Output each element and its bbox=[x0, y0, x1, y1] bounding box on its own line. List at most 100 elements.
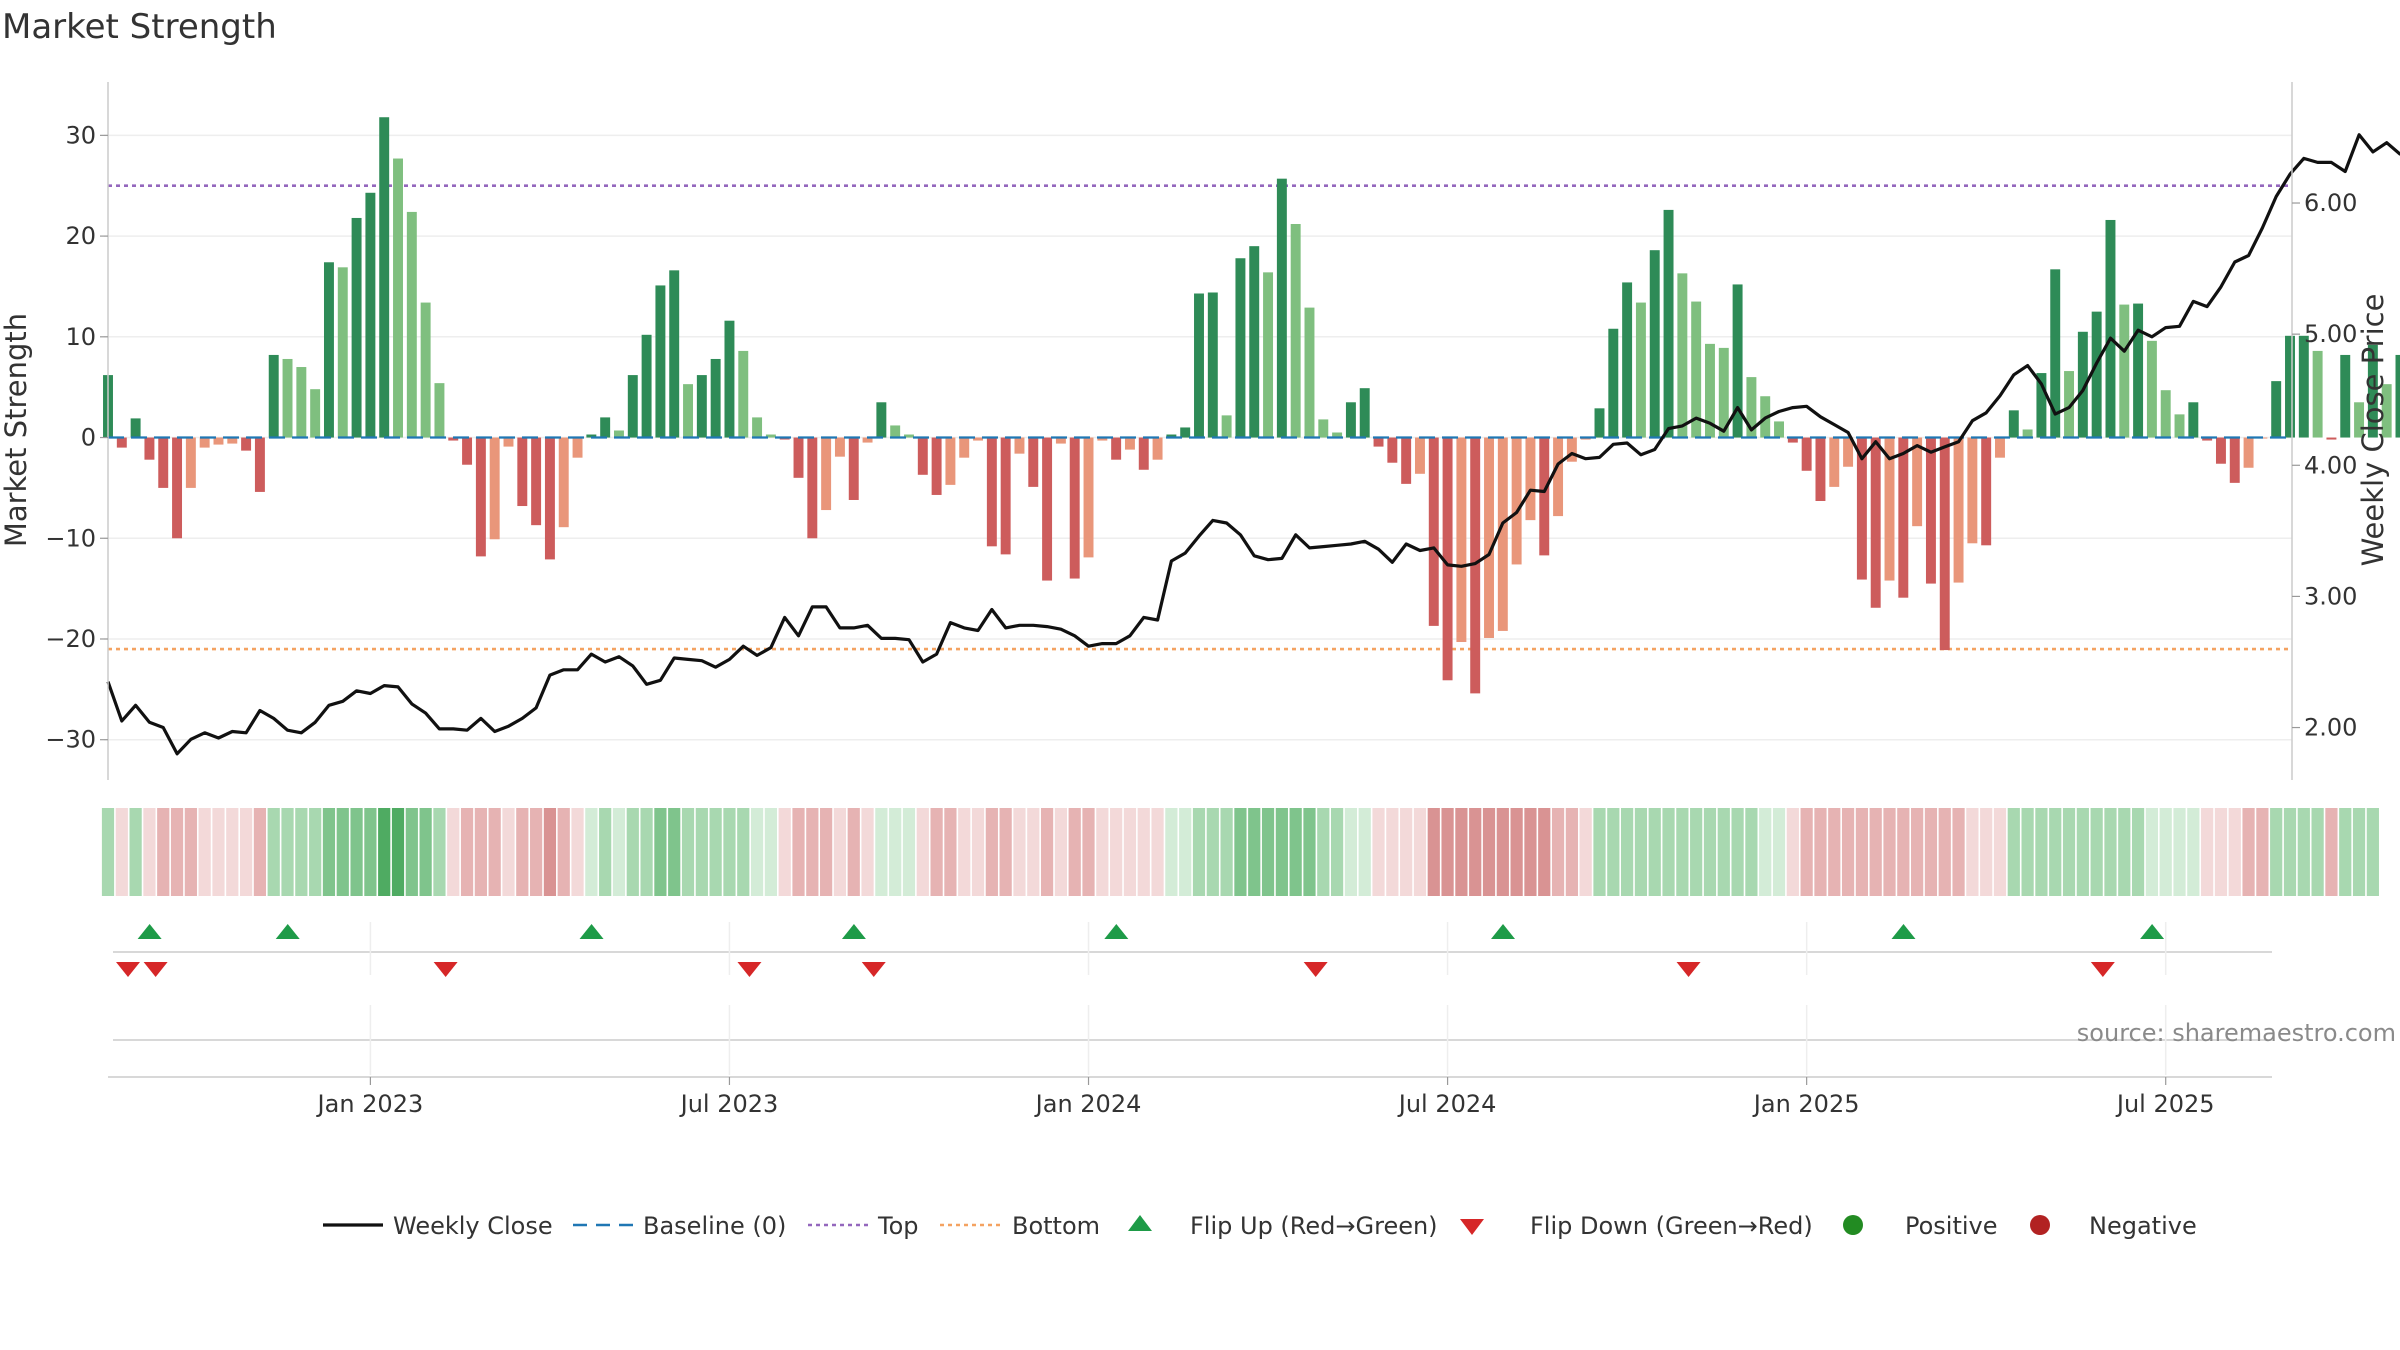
strength-bar bbox=[1870, 437, 1881, 608]
strength-bar bbox=[296, 367, 307, 438]
strength-bar bbox=[1332, 432, 1343, 438]
legend-label: Weekly Close bbox=[393, 1212, 553, 1240]
strip-cell bbox=[226, 808, 239, 896]
strength-bar bbox=[517, 437, 528, 507]
strip-cell bbox=[2256, 808, 2269, 896]
strip-cell bbox=[1966, 808, 1979, 896]
strength-bar bbox=[2243, 437, 2254, 468]
strip-cell bbox=[626, 808, 639, 896]
strip-cell bbox=[157, 808, 170, 896]
strip-cell bbox=[1192, 808, 1206, 896]
strength-bar bbox=[1166, 434, 1177, 438]
strength-bar bbox=[1843, 437, 1854, 467]
strip-cell bbox=[1607, 808, 1620, 896]
strip-cell bbox=[1593, 808, 1606, 896]
legend: Weekly Close Baseline (0) Top Bottom Flip Up… bbox=[323, 1212, 2197, 1240]
strength-bar bbox=[973, 437, 984, 441]
strip-cell bbox=[930, 808, 943, 896]
flip-down-marker bbox=[1303, 962, 1328, 977]
legend-item: Flip Up (Red→Green) bbox=[1128, 1212, 1438, 1240]
legend-label: Negative bbox=[2089, 1212, 2197, 1240]
right-tick-label: 3.00 bbox=[2304, 582, 2357, 610]
strength-bar bbox=[710, 358, 721, 438]
strength-bar bbox=[2119, 304, 2130, 438]
strength-bar bbox=[1856, 437, 1867, 580]
strength-bar bbox=[1263, 272, 1274, 438]
strength-bar bbox=[1774, 421, 1784, 438]
strength-bar bbox=[158, 437, 169, 488]
strength-bar bbox=[1981, 437, 1992, 546]
strength-bar bbox=[2036, 373, 2047, 438]
strength-bar bbox=[931, 437, 942, 495]
strength-bar bbox=[1829, 437, 1840, 487]
strength-bar bbox=[2298, 335, 2309, 438]
strength-bar bbox=[1594, 408, 1605, 438]
strip-cell bbox=[2062, 808, 2076, 896]
strip-cell bbox=[875, 808, 888, 896]
strip-cell bbox=[612, 808, 626, 896]
strip-cell bbox=[1786, 808, 1799, 896]
strength-bar bbox=[420, 302, 431, 438]
strip-cell bbox=[253, 808, 267, 896]
strip-cell bbox=[1040, 808, 1054, 896]
left-tick-label: −10 bbox=[45, 524, 96, 552]
strength-bars bbox=[103, 117, 2400, 694]
x-tick-label: Jul 2023 bbox=[679, 1090, 779, 1118]
strength-bar bbox=[1953, 437, 1964, 583]
x-tick-label: Jul 2024 bbox=[1397, 1090, 1497, 1118]
strip-cell bbox=[2076, 808, 2089, 896]
strength-bar bbox=[1649, 250, 1660, 438]
strip-cell bbox=[557, 808, 570, 896]
strip-cell bbox=[999, 808, 1012, 896]
strength-bar bbox=[600, 417, 611, 438]
strength-bar bbox=[1111, 437, 1122, 460]
strip-cell bbox=[1883, 808, 1896, 896]
strip-cell bbox=[1496, 808, 1509, 896]
strength-bar bbox=[2285, 335, 2295, 438]
threshold-lines bbox=[108, 184, 2290, 651]
x-tick-label: Jan 2025 bbox=[1752, 1090, 1860, 1118]
strip-cell bbox=[709, 808, 722, 896]
strip-cell bbox=[530, 808, 543, 896]
strip-cell bbox=[1772, 808, 1786, 896]
strength-bar bbox=[1539, 437, 1550, 556]
strip-cell bbox=[1676, 808, 1689, 896]
legend-label: Flip Down (Green→Red) bbox=[1530, 1212, 1813, 1240]
strip-cell bbox=[2283, 808, 2297, 896]
strength-bar bbox=[1221, 415, 1232, 438]
left-tick-label: −20 bbox=[45, 625, 96, 653]
strip-cell bbox=[1386, 808, 1399, 896]
strength-bar bbox=[2188, 402, 2199, 438]
strip-cell bbox=[143, 808, 156, 896]
strip-cell bbox=[1344, 808, 1358, 896]
strip-cell bbox=[129, 808, 142, 896]
strip-cell bbox=[1137, 808, 1150, 896]
strength-bar bbox=[1055, 437, 1066, 444]
strength-bar bbox=[475, 437, 486, 557]
strength-bar bbox=[489, 437, 500, 540]
strip-cell bbox=[115, 808, 128, 896]
strip-cell bbox=[833, 808, 847, 896]
strip-cell bbox=[1800, 808, 1813, 896]
strip-cell bbox=[1510, 808, 1523, 896]
strength-bar bbox=[696, 375, 707, 438]
flip-down-marker bbox=[433, 962, 458, 977]
strip-cell bbox=[916, 808, 929, 896]
strength-bar bbox=[2229, 437, 2240, 483]
strip-cell bbox=[1841, 808, 1855, 896]
strip-cell bbox=[1220, 808, 1233, 896]
strength-bar bbox=[310, 389, 321, 438]
strength-bar bbox=[614, 430, 624, 438]
strength-bar bbox=[503, 437, 514, 447]
strip-cell bbox=[295, 808, 308, 896]
strip-cell bbox=[364, 808, 377, 896]
strength-bar bbox=[1373, 437, 1384, 447]
weekly-close-line-group bbox=[106, 133, 2400, 756]
strength-bar bbox=[1083, 437, 1094, 558]
flip-up-marker bbox=[137, 924, 162, 939]
strip-cell bbox=[2270, 808, 2283, 896]
left-tick-label: −30 bbox=[45, 726, 96, 754]
legend-item: Bottom bbox=[940, 1212, 1100, 1240]
strip-cell bbox=[1275, 808, 1288, 896]
strength-bar bbox=[1387, 437, 1398, 463]
